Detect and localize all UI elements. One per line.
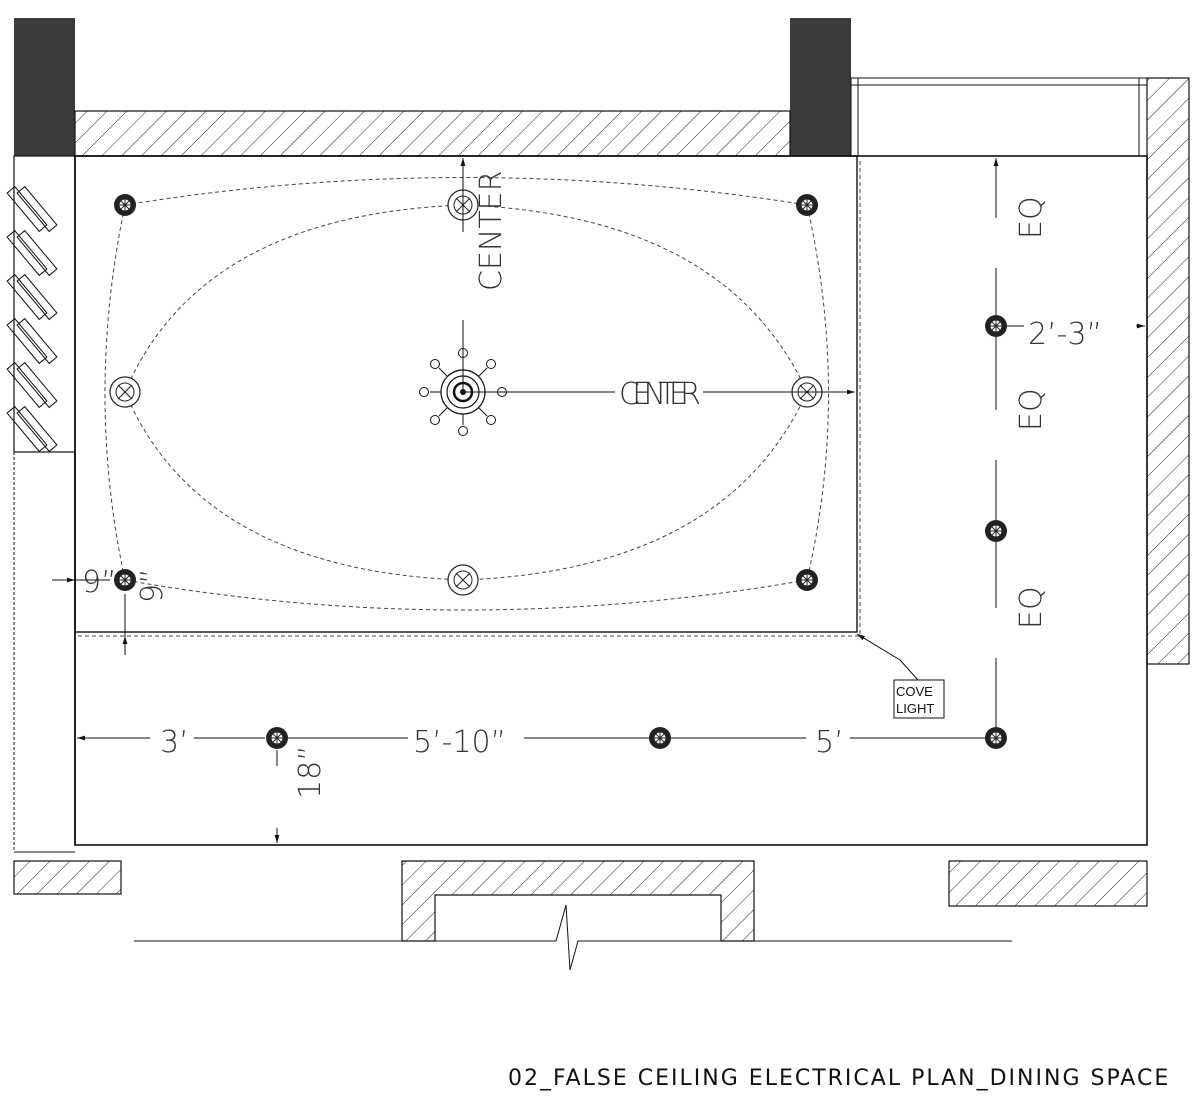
wall-bottom-center [401, 860, 755, 942]
dim-9in-vertical: 9” [135, 568, 170, 603]
dim-5ft: 5’ [815, 725, 844, 760]
center-label-horizontal: CENTER [619, 377, 701, 412]
dim-eq-bottom: EQ [1014, 586, 1049, 629]
window-right-top [850, 77, 1148, 157]
dim-eq-top: EQ [1014, 196, 1049, 239]
break-line [134, 904, 1012, 971]
dim-eq-middle: EQ [1014, 388, 1049, 431]
wall-top [74, 110, 791, 157]
cove-callout-line1: COVE [896, 684, 933, 699]
drawing-title: 02_FALSE CEILING ELECTRICAL PLAN_DINING … [508, 1066, 1170, 1091]
downlight-icon [984, 726, 1008, 750]
downlight-icon [648, 726, 672, 750]
wall-bottom-right [948, 860, 1148, 907]
cove-line [78, 160, 861, 637]
wall-right [1146, 77, 1190, 665]
downlight-icon [113, 193, 137, 217]
column-right [790, 18, 851, 156]
wall-bottom-left [13, 860, 122, 895]
downlight-icon [984, 314, 1008, 338]
downlight-icon [265, 726, 289, 750]
louvers [6, 185, 58, 453]
downlight-icon [795, 568, 819, 592]
cove-light-callout [893, 679, 945, 719]
dim-9in-horizontal: 9” [82, 565, 117, 600]
inner-ellipse [124, 204, 808, 581]
dim-3ft: 3’ [160, 725, 189, 760]
downlight-icon [113, 568, 137, 592]
cove-callout-line2: LIGHT [896, 701, 934, 716]
spotlight-icon [109, 376, 141, 408]
downlight-icon [795, 193, 819, 217]
column-left [14, 18, 75, 156]
downlight-icon [984, 519, 1008, 543]
false-ceiling-panel [74, 155, 858, 633]
spotlight-icon [447, 564, 479, 596]
outer-curve [104, 177, 829, 611]
dim-2ft-3in: 2’-3” [1028, 317, 1102, 352]
dim-18in: 18” [293, 745, 328, 799]
dim-5ft-10in: 5’-10” [413, 725, 506, 760]
center-label-vertical: CENTER [474, 171, 509, 291]
